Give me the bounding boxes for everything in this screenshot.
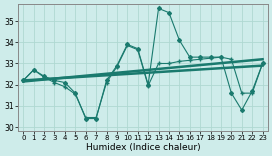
X-axis label: Humidex (Indice chaleur): Humidex (Indice chaleur) (86, 143, 200, 152)
